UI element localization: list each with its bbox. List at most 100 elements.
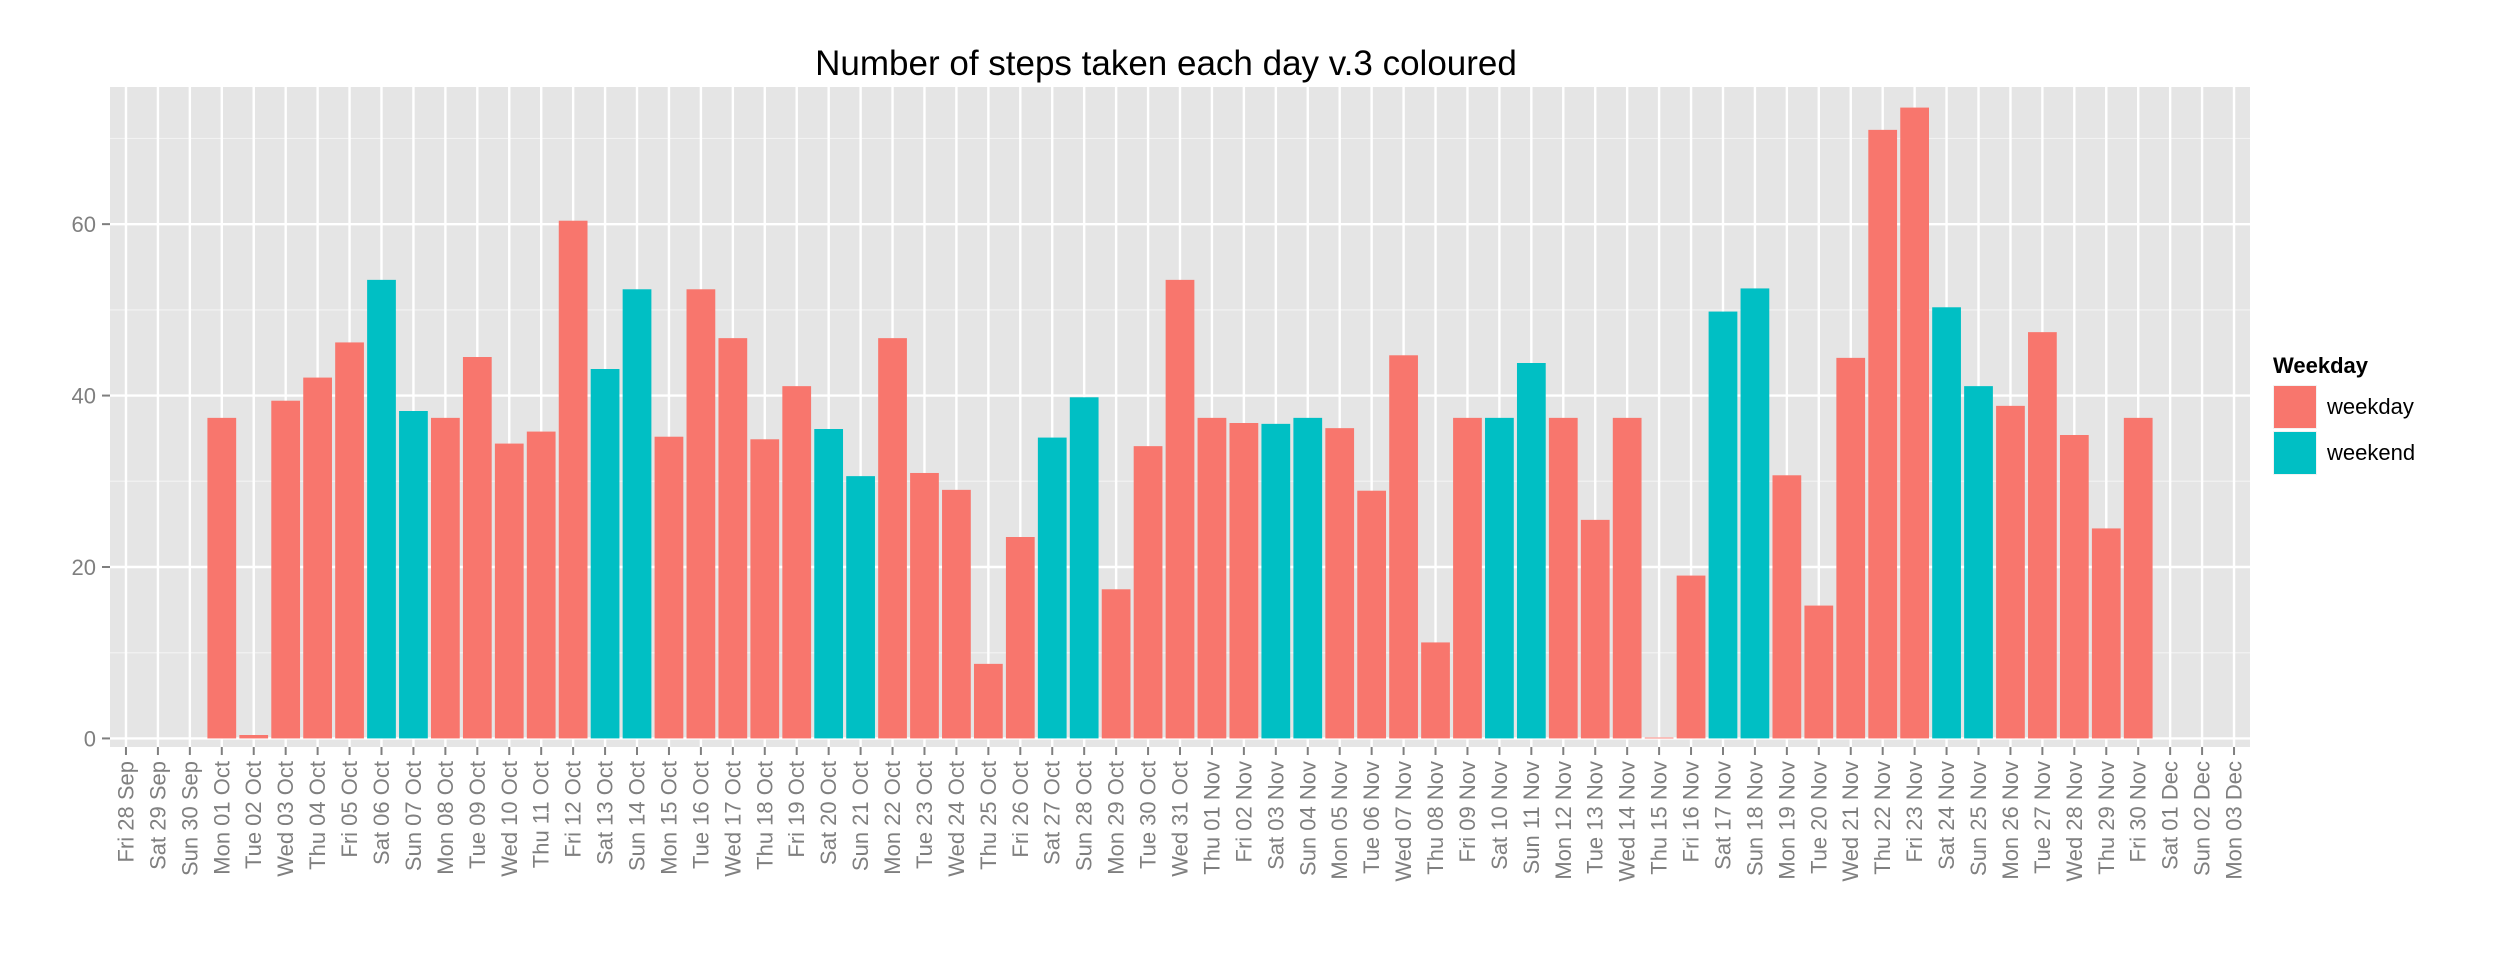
bar-tue-09-oct [462,357,492,739]
bar-wed-14-nov [1612,417,1642,739]
x-tick-label: Fri 30 Nov [2126,761,2151,862]
bar-fri-12-oct [558,220,588,739]
x-tick-label: Sun 21 Oct [848,761,873,871]
bar-thu-15-nov [1644,737,1674,739]
bar-sat-06-oct [367,279,396,739]
x-tick-label: Wed 31 Oct [1168,761,1193,877]
y-tick-label: 20 [72,555,96,580]
x-tick-label: Sat 01 Dec [2158,761,2183,870]
x-tick-label: Thu 18 Oct [752,761,777,870]
x-tick-label: Sat 20 Oct [816,761,841,865]
x-tick-label: Sat 13 Oct [593,761,618,865]
bar-tue-06-nov [1357,490,1387,739]
x-tick-label: Tue 16 Oct [688,761,713,869]
bar-mon-01-oct [207,417,237,739]
x-tick-label: Wed 24 Oct [944,761,969,877]
bar-thu-29-nov [2091,528,2121,739]
bar-wed-28-nov [2059,435,2089,739]
bar-sun-07-oct [399,411,428,739]
bar-wed-17-oct [718,338,748,739]
x-tick-label: Mon 19 Nov [1774,761,1799,880]
x-tick-label: Mon 03 Dec [2222,761,2247,880]
x-tick-label: Fri 09 Nov [1455,761,1480,862]
x-tick-label: Tue 30 Oct [1136,761,1161,869]
x-tick-label: Thu 11 Oct [529,761,554,868]
x-tick-label: Thu 01 Nov [1199,761,1224,875]
bar-sat-20-oct [814,429,844,739]
bar-mon-19-nov [1772,475,1802,739]
bar-wed-21-nov [1836,357,1866,739]
legend-label-weekday: weekday [2326,394,2414,419]
x-tick-label: Mon 22 Oct [880,761,905,875]
legend: Weekday weekday weekend [2273,353,2415,475]
x-tick-label: Sun 14 Oct [625,761,650,871]
bar-wed-31-oct [1165,279,1195,739]
bar-mon-05-nov [1325,428,1355,739]
bars-layer [207,107,2153,739]
x-tick-label: Tue 27 Nov [2030,761,2055,874]
bar-wed-24-oct [942,489,971,739]
bar-tue-16-oct [686,289,716,739]
x-tick-label: Sat 29 Sep [145,761,170,870]
bar-mon-12-nov [1548,417,1578,739]
x-tick-label: Fri 23 Nov [1902,761,1927,862]
y-tick-label: 60 [72,212,96,237]
x-tick-label: Sat 17 Nov [1710,761,1735,870]
bar-sat-03-nov [1261,423,1291,739]
bar-fri-30-nov [2123,417,2153,739]
x-tick-label: Sat 10 Nov [1487,761,1512,870]
bar-wed-10-oct [494,443,524,739]
x-tick-label: Tue 02 Oct [241,761,266,869]
x-tick-label: Mon 26 Nov [1998,761,2023,880]
bar-fri-19-oct [782,386,812,739]
x-tick-label: Wed 10 Oct [497,761,522,877]
x-tick-label: Tue 09 Oct [465,761,490,869]
bar-tue-13-nov [1580,519,1610,739]
x-tick-label: Fri 28 Sep [113,761,138,863]
bar-thu-08-nov [1421,642,1450,739]
x-tick-label: Fri 26 Oct [1008,761,1033,858]
x-tick-label: Sun 30 Sep [177,761,202,876]
bar-fri-05-oct [335,342,364,739]
x-tick-label: Fri 16 Nov [1679,761,1704,862]
bar-thu-25-oct [973,663,1003,739]
y-axis: 0 20 40 60 [72,212,110,751]
bar-sat-27-oct [1037,437,1067,739]
bar-thu-18-oct [750,439,780,739]
bar-mon-29-oct [1101,589,1131,739]
x-tick-label: Fri 02 Nov [1231,761,1256,862]
x-tick-label: Wed 07 Nov [1391,761,1416,882]
bar-tue-30-oct [1133,446,1163,739]
x-tick-label: Mon 15 Oct [656,761,681,875]
bar-fri-16-nov [1676,575,1706,739]
x-tick-label: Sun 02 Dec [2190,761,2215,876]
legend-swatch-weekday [2274,386,2316,428]
y-tick-label: 40 [72,384,96,409]
x-tick-label: Sat 27 Oct [1040,761,1065,865]
x-tick-label: Thu 25 Oct [976,761,1001,870]
x-tick-label: Mon 08 Oct [433,761,458,875]
x-tick-label: Wed 03 Oct [273,761,298,877]
bar-wed-07-nov [1389,355,1418,739]
x-tick-label: Sun 28 Oct [1072,761,1097,871]
x-tick-label: Sun 18 Nov [1742,761,1767,876]
bar-sun-18-nov [1740,288,1770,739]
bar-sun-25-nov [1964,386,1993,739]
x-tick-label: Sat 24 Nov [1934,761,1959,870]
bar-mon-08-oct [431,417,460,739]
x-tick-label: Mon 12 Nov [1551,761,1576,880]
bar-thu-01-nov [1197,417,1227,739]
x-tick-label: Tue 23 Oct [912,761,937,869]
x-tick-label: Tue 06 Nov [1359,761,1384,874]
x-tick-label: Wed 14 Nov [1615,761,1640,882]
bar-fri-02-nov [1229,423,1259,739]
bar-fri-26-oct [1005,537,1035,739]
bar-mon-22-oct [878,338,907,739]
bar-tue-23-oct [910,472,939,739]
bar-sun-28-oct [1069,397,1099,739]
x-tick-label: Sat 03 Nov [1263,761,1288,870]
x-tick-label: Thu 15 Nov [1647,761,1672,875]
bar-sat-13-oct [590,369,620,739]
bar-sat-17-nov [1708,311,1738,739]
